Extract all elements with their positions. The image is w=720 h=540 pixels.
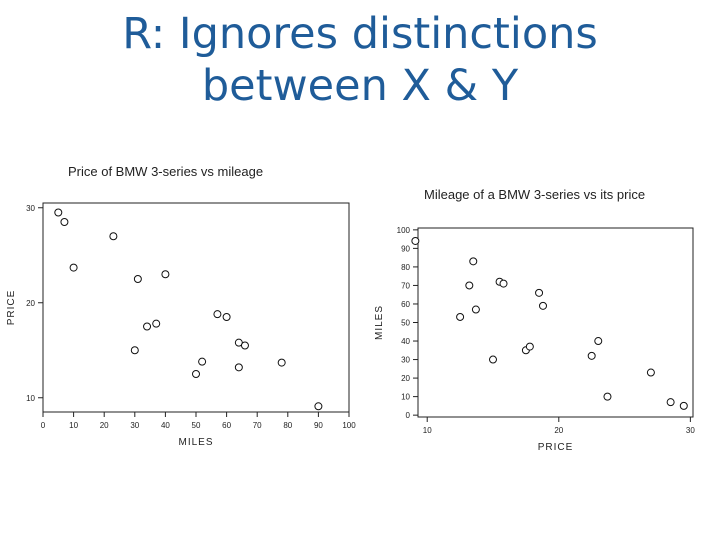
data-point (465, 281, 474, 290)
x-tick-label: 20 (100, 421, 109, 430)
data-point (489, 355, 497, 364)
x-axis-label: PRICE (538, 442, 574, 453)
data-point (143, 322, 152, 331)
data-point (69, 263, 78, 272)
y-tick-label: 60 (401, 300, 410, 309)
data-point (679, 401, 688, 410)
data-point (587, 351, 596, 360)
data-point (594, 337, 603, 346)
y-tick-label: 0 (406, 411, 411, 420)
y-tick-label: 70 (401, 281, 410, 290)
data-point (54, 208, 63, 217)
price-vs-mileage-chart: Price of BMW 3-series vs mileage 0 10 20 30 4… (6, 164, 356, 448)
y-tick-label: 40 (401, 337, 410, 346)
x-tick-label: 0 (41, 421, 46, 430)
y-tick-label: 10 (401, 393, 410, 402)
data-point (198, 357, 207, 366)
y-tick-label: 20 (401, 374, 410, 383)
data-point (646, 368, 655, 377)
x-tick-label: 60 (222, 421, 231, 430)
data-point (314, 402, 323, 411)
data-point (469, 257, 478, 266)
x-tick-label: 10 (423, 426, 432, 435)
data-point (60, 218, 69, 226)
x-tick-label: 50 (192, 421, 201, 430)
x-axis-label: MILES (178, 437, 213, 448)
data-point (234, 363, 243, 372)
data-point (240, 341, 249, 350)
y-tick-label: 50 (401, 319, 410, 328)
x-tick-label: 70 (253, 421, 262, 430)
y-tick-label: 100 (397, 226, 411, 235)
x-tick-label: 30 (130, 421, 139, 430)
data-point (130, 346, 139, 355)
data-point (213, 310, 222, 319)
x-tick-label: 90 (314, 421, 323, 430)
chart-title: Mileage of a BMW 3-series vs its price (424, 187, 645, 202)
data-point (411, 236, 420, 245)
y-axis-label: PRICE (6, 290, 17, 326)
data-point (222, 313, 231, 321)
data-point (161, 270, 170, 279)
x-tick-label: 10 (69, 421, 78, 430)
data-point (277, 358, 286, 367)
data-point (539, 301, 547, 310)
slide-title: R: Ignores distinctions between X & Y (0, 8, 720, 112)
data-point (603, 392, 612, 401)
y-tick-label: 80 (401, 263, 410, 272)
x-tick-label: 40 (161, 421, 170, 430)
slide-title-line-2: between X & Y (201, 61, 519, 111)
x-tick-label: 20 (554, 426, 563, 435)
data-point (109, 232, 118, 241)
x-tick-label: 100 (342, 421, 356, 430)
data-point (535, 288, 544, 297)
data-point (666, 398, 675, 407)
slide-title-line-1: R: Ignores distinctions (122, 9, 598, 59)
data-point (456, 312, 465, 321)
y-tick-label: 20 (26, 299, 35, 308)
chart-title: Price of BMW 3-series vs mileage (68, 164, 263, 179)
y-axis-label: MILES (374, 305, 385, 340)
data-point (133, 275, 142, 283)
x-tick-label: 30 (686, 426, 695, 435)
y-tick-label: 30 (401, 356, 410, 365)
y-tick-label: 30 (26, 204, 35, 213)
data-point (152, 319, 161, 328)
data-point (471, 305, 480, 314)
y-tick-label: 90 (401, 244, 410, 253)
x-tick-label: 80 (283, 421, 292, 430)
data-point (499, 279, 508, 288)
data-point (192, 370, 200, 378)
plot-frame (417, 227, 694, 418)
data-point (525, 342, 534, 351)
y-tick-label: 10 (26, 394, 35, 403)
